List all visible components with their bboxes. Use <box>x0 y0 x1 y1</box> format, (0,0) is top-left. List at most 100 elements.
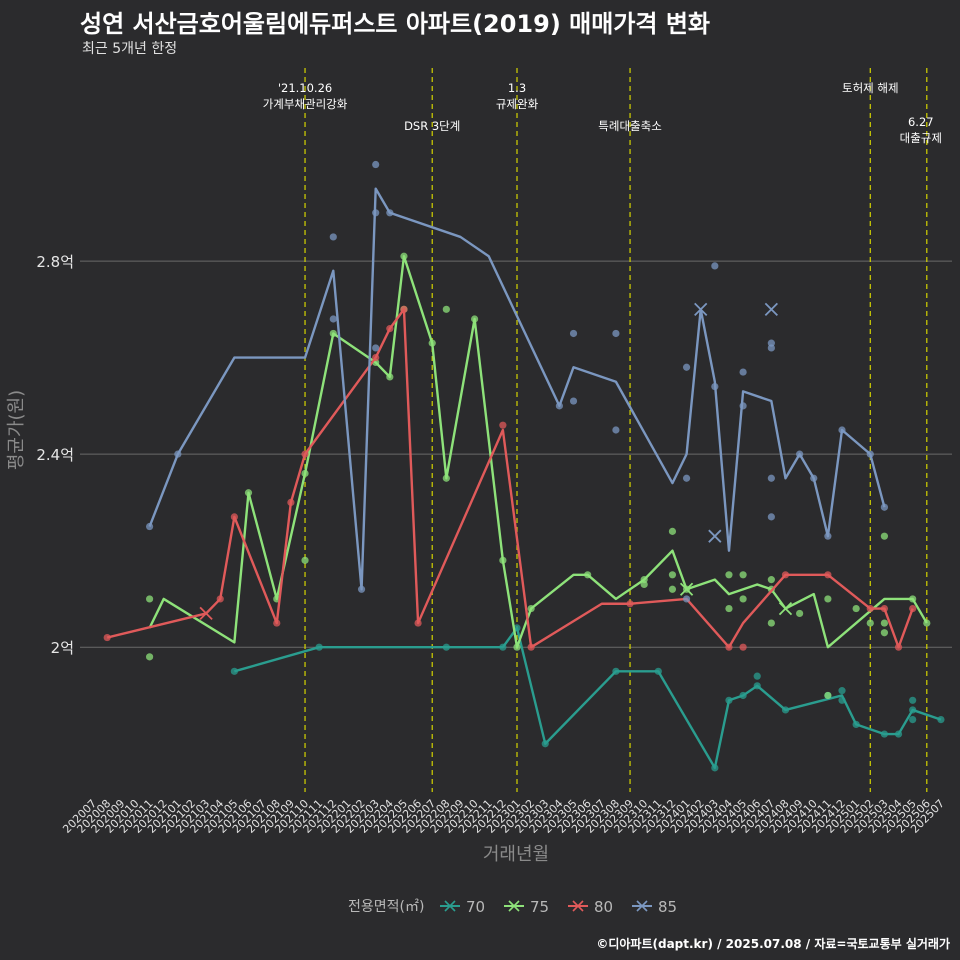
data-point-85 <box>612 329 620 338</box>
data-point-80 <box>230 513 238 521</box>
data-point-80 <box>824 571 832 579</box>
event-label: 토허제 해제 <box>842 81 899 95</box>
data-point-85 <box>386 209 394 217</box>
data-point-75 <box>145 595 154 603</box>
data-point-75 <box>499 556 507 564</box>
data-point-85 <box>711 382 719 391</box>
data-point-75 <box>767 576 775 584</box>
data-point-80 <box>372 354 380 362</box>
data-point-70 <box>499 643 507 651</box>
data-point-70 <box>753 672 761 680</box>
data-point-85 <box>739 368 747 376</box>
series-line-70 <box>234 626 942 770</box>
data-point-85 <box>569 397 578 405</box>
data-point-85 <box>838 426 846 434</box>
data-point-80 <box>287 498 295 506</box>
cross-point-75 <box>679 582 694 596</box>
data-point-75 <box>909 595 917 603</box>
data-point-75 <box>796 609 804 618</box>
data-point-85 <box>329 315 337 323</box>
data-point-85 <box>372 209 380 217</box>
data-point-85 <box>739 402 747 410</box>
event-label: 규제완화 <box>496 97 539 111</box>
cross-point-80 <box>199 606 213 621</box>
data-point-80 <box>414 619 422 627</box>
data-point-70 <box>739 691 747 700</box>
series-line-75 <box>148 255 928 649</box>
data-point-80 <box>499 421 507 429</box>
data-point-75 <box>527 604 535 613</box>
data-point-70 <box>442 643 450 651</box>
data-point-70 <box>894 730 903 738</box>
data-point-70 <box>937 716 945 724</box>
data-point-75 <box>880 629 889 637</box>
data-point-75 <box>767 619 775 627</box>
data-point-75 <box>880 619 889 627</box>
data-point-85 <box>174 450 182 458</box>
y-tick-label: 2.4억 <box>36 446 74 464</box>
data-point-75 <box>442 474 450 482</box>
x-axis-title: 거래년월 <box>483 844 549 865</box>
data-point-70 <box>654 667 662 675</box>
data-point-70 <box>838 687 846 695</box>
data-point-70 <box>909 706 917 714</box>
data-point-70 <box>711 764 719 772</box>
data-point-70 <box>880 730 889 738</box>
event-label: 가계부채관리강화 <box>263 97 348 111</box>
data-point-85 <box>569 329 578 338</box>
legend-label: 70 <box>466 898 485 916</box>
data-point-80 <box>626 600 634 608</box>
cross-point-85 <box>694 302 708 316</box>
data-point-80 <box>781 571 790 579</box>
data-point-75 <box>824 691 832 700</box>
data-point-70 <box>315 643 323 651</box>
page-subtitle: 최근 5개년 한정 <box>82 41 178 57</box>
data-point-75 <box>386 373 394 381</box>
y-tick-label: 2.8억 <box>36 253 74 271</box>
data-point-70 <box>781 706 790 714</box>
legend-swatch-cross <box>444 900 456 912</box>
series-line-85 <box>148 187 886 591</box>
data-point-80 <box>866 604 874 613</box>
data-point-80 <box>386 325 394 333</box>
data-point-85 <box>767 474 775 482</box>
legend-label: 80 <box>594 898 613 916</box>
data-point-75 <box>584 571 592 579</box>
data-point-85 <box>796 450 804 458</box>
legend-swatch-cross <box>508 900 520 912</box>
event-label: 6.27 <box>908 115 934 129</box>
data-point-75 <box>923 619 931 627</box>
event-label: '21.10.26 <box>278 81 332 95</box>
data-point-85 <box>711 262 719 270</box>
source-caption: ©디아파트(dapt.kr) / 2025.07.08 / 자료=국토교통부 실… <box>596 937 950 951</box>
data-point-70 <box>725 696 733 704</box>
data-point-85 <box>372 344 380 352</box>
data-point-75 <box>301 469 309 478</box>
data-point-75 <box>725 571 733 579</box>
legend-label: 85 <box>658 898 677 916</box>
data-point-80 <box>739 643 747 651</box>
legend-swatch-cross <box>572 900 584 912</box>
data-point-70 <box>838 696 846 704</box>
data-point-85 <box>372 160 380 169</box>
cross-point-85 <box>708 529 722 543</box>
cross-point-85 <box>764 302 778 316</box>
data-point-75 <box>471 315 479 323</box>
data-point-85 <box>824 532 832 540</box>
data-point-70 <box>612 667 620 675</box>
data-point-70 <box>909 716 917 724</box>
data-point-85 <box>612 426 620 434</box>
data-point-75 <box>329 329 337 338</box>
series-line-80 <box>106 308 914 649</box>
data-point-75 <box>400 252 408 260</box>
data-point-80 <box>894 643 903 651</box>
data-point-70 <box>753 682 761 690</box>
data-point-85 <box>880 503 889 511</box>
data-point-85 <box>866 450 874 458</box>
legend-swatch-cross <box>636 900 648 912</box>
data-point-80 <box>103 633 111 642</box>
data-point-70 <box>230 667 238 675</box>
data-point-85 <box>145 522 154 531</box>
data-point-85 <box>767 513 775 521</box>
